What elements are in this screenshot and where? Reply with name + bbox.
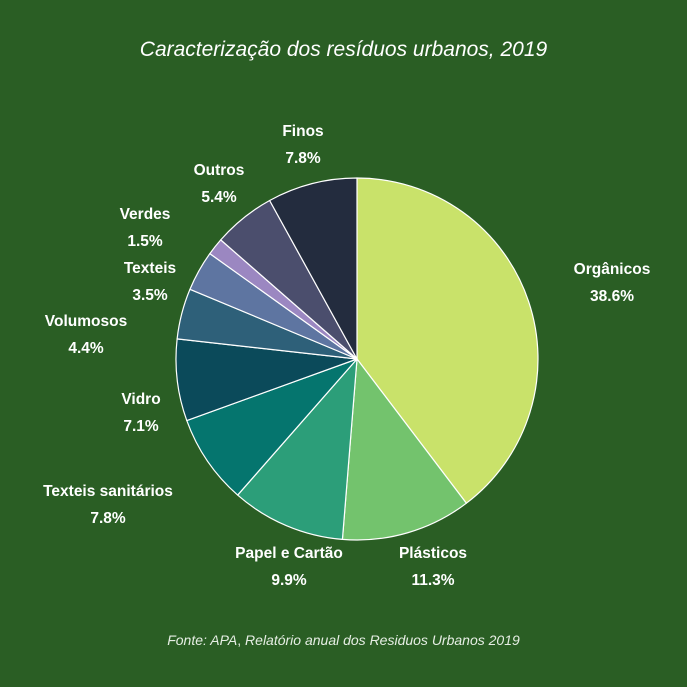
source-rest: Relatório anual dos Residuos Urbanos 201…: [241, 632, 520, 648]
source-separator: ,: [237, 632, 242, 648]
slice-label-name: Texteis: [123, 260, 177, 277]
slice-label-name: Outros: [193, 162, 245, 179]
pie-slices: [175, 177, 539, 541]
slice-label-name: Finos: [282, 123, 324, 140]
slice-label-name: Plásticos: [398, 545, 468, 562]
slice-label-value: 4.4%: [68, 340, 104, 357]
slice-label-name: Verdes: [119, 206, 171, 223]
slice-label-8: Outros 5.4%: [194, 157, 245, 211]
pie-slice-9: [269, 177, 358, 360]
slice-label-6: Texteis 3.5%: [124, 255, 176, 309]
slice-label-value: 9.9%: [271, 572, 307, 589]
source-prefix: Fonte: APA: [167, 632, 238, 648]
source-note: Fonte: APA, Relatório anual dos Residuos…: [0, 632, 687, 648]
slice-label-5: Volumosos 4.4%: [45, 308, 127, 362]
pie-slice-0: [356, 177, 539, 504]
slice-label-value: 11.3%: [411, 572, 455, 589]
slice-label-value: 5.4%: [201, 189, 237, 206]
pie-slice-1: [341, 358, 467, 541]
slice-label-value: 38.6%: [590, 288, 634, 305]
slice-label-value: 1.5%: [127, 233, 163, 250]
slice-label-name: Vidro: [121, 391, 161, 408]
slice-label-4: Vidro 7.1%: [121, 386, 160, 440]
slice-label-7: Verdes 1.5%: [120, 201, 171, 255]
slice-label-name: Orgânicos: [573, 261, 651, 278]
slice-label-value: 3.5%: [132, 287, 168, 304]
slice-label-name: Volumosos: [44, 313, 128, 330]
slice-label-name: Texteis sanitários: [43, 483, 173, 500]
pie-slice-2: [237, 358, 358, 541]
slice-label-3: Texteis sanitários 7.8%: [43, 478, 173, 532]
slice-label-value: 7.8%: [90, 510, 126, 527]
slice-label-value: 7.8%: [285, 150, 321, 167]
slice-label-1: Plásticos 11.3%: [399, 540, 467, 594]
pie-slice-3: [186, 358, 358, 496]
slice-label-value: 7.1%: [123, 418, 159, 435]
slice-label-0: Orgânicos 38.6%: [574, 256, 651, 310]
slice-label-9: Finos 7.8%: [282, 118, 323, 172]
slice-label-2: Papel e Cartão 9.9%: [235, 540, 343, 594]
slice-label-name: Papel e Cartão: [235, 545, 343, 562]
chart-title: Caracterização dos resíduos urbanos, 201…: [139, 38, 548, 61]
